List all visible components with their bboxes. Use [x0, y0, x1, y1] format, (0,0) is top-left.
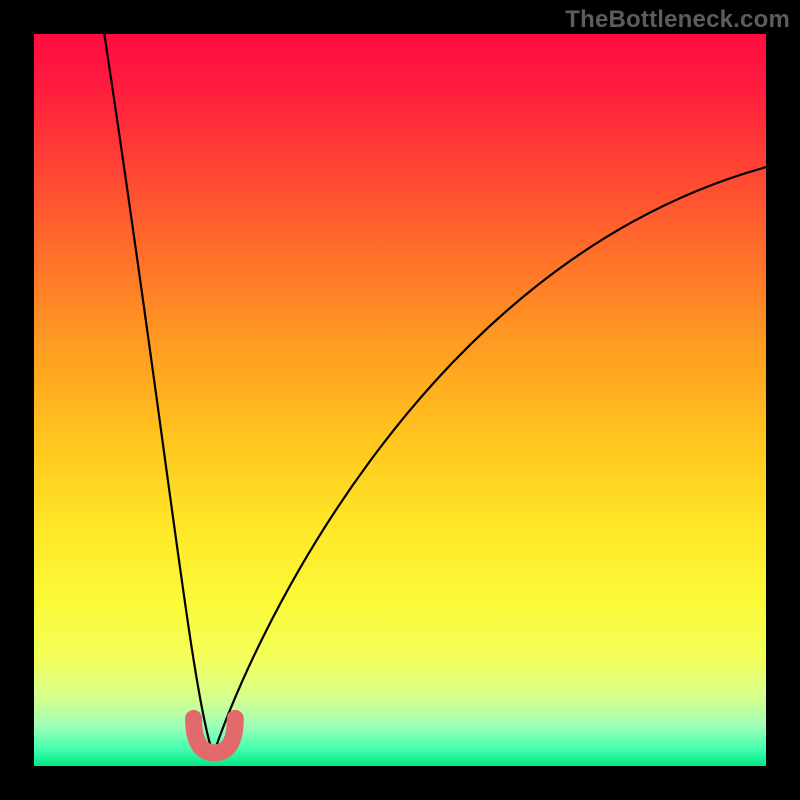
chart-canvas: [0, 0, 800, 800]
watermark-text: TheBottleneck.com: [565, 6, 790, 33]
plot-frame: [0, 0, 800, 800]
gradient-plot-area: [34, 34, 766, 766]
watermark-label: TheBottleneck.com: [565, 6, 790, 34]
